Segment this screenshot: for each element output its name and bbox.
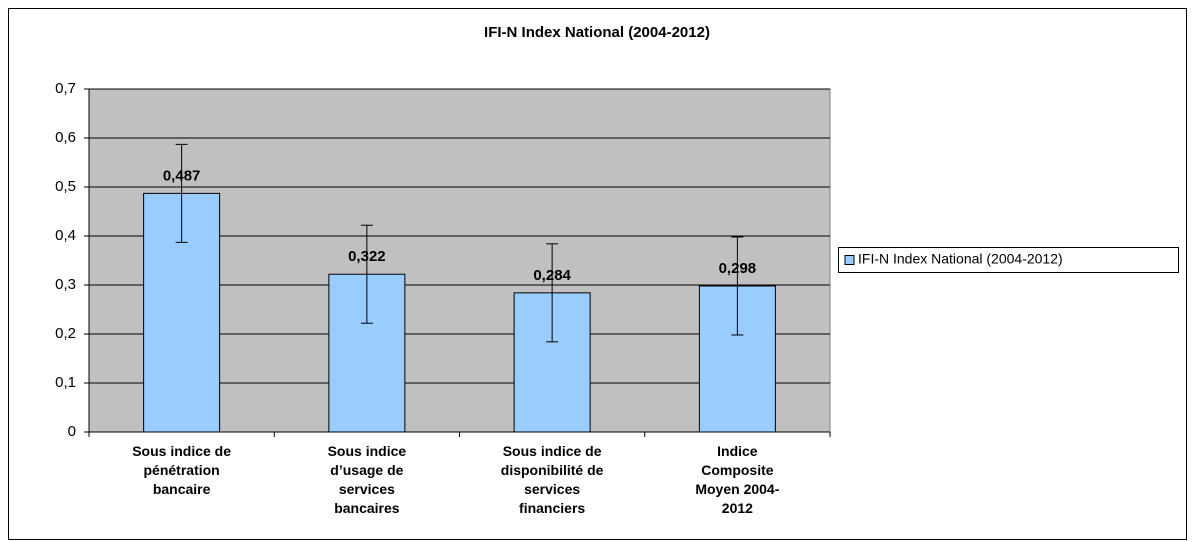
legend-box bbox=[838, 247, 1179, 273]
chart-title: IFI-N Index National (2004-2012) bbox=[484, 24, 710, 41]
x-tick-label: Indice Composite Moyen 2004-2012 bbox=[695, 443, 779, 516]
y-tick-label: 0 bbox=[68, 423, 76, 440]
data-label: 0,298 bbox=[719, 260, 757, 277]
x-tick-label: Sous indice de disponibilité de services fi… bbox=[501, 443, 604, 516]
y-tick-label: 0,5 bbox=[55, 178, 76, 195]
x-tick-label: Sous indice d’usage de services bancaires bbox=[328, 443, 407, 516]
y-tick-label: 0,3 bbox=[55, 276, 76, 293]
y-tick-label: 0,4 bbox=[55, 227, 76, 244]
y-tick-label: 0,6 bbox=[55, 129, 76, 146]
legend-swatch bbox=[844, 255, 855, 265]
data-label: 0,487 bbox=[163, 167, 201, 184]
data-label: 0,322 bbox=[348, 248, 386, 265]
x-tick-label: Sous indice de pénétration bancaire bbox=[132, 443, 231, 497]
y-tick-label: 0,2 bbox=[55, 325, 76, 342]
y-tick-label: 0,7 bbox=[55, 80, 76, 97]
data-label: 0,284 bbox=[533, 267, 571, 284]
legend-label: IFI-N Index National (2004-2012) bbox=[858, 251, 1063, 267]
y-tick-label: 0,1 bbox=[55, 374, 76, 391]
